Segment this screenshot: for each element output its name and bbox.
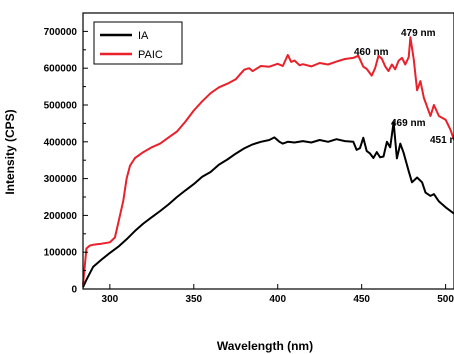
series-layer bbox=[82, 36, 454, 288]
annotation-479nm: 479 nm bbox=[401, 28, 436, 39]
legend-label-paic: PAIC bbox=[138, 49, 163, 61]
y-tick-label: 700000 bbox=[44, 27, 78, 38]
plot-frame bbox=[82, 12, 454, 290]
y-tick-label: 500000 bbox=[44, 101, 78, 112]
x-tick-label: 400 bbox=[269, 294, 286, 305]
x-tick-label: 450 bbox=[353, 294, 370, 305]
annotation-460nm: 460 nm bbox=[354, 47, 389, 58]
annotation-469nm: 469 nm bbox=[391, 118, 426, 129]
y-tick-label: 0 bbox=[71, 285, 77, 296]
series-line-ia bbox=[82, 121, 454, 288]
series-line-paic bbox=[82, 36, 454, 286]
y-tick-label: 300000 bbox=[44, 174, 78, 185]
x-tick-label: 300 bbox=[102, 294, 119, 305]
y-tick-label: 200000 bbox=[44, 211, 78, 222]
x-tick-label: 500 bbox=[437, 294, 454, 305]
legend-label-ia: IA bbox=[138, 30, 149, 42]
annotation-451nm: 451 nm bbox=[430, 135, 454, 146]
legend-box bbox=[93, 21, 183, 65]
x-tick-label: 350 bbox=[185, 294, 202, 305]
y-tick-label: 400000 bbox=[44, 137, 78, 148]
legend: IA PAIC bbox=[93, 21, 183, 65]
y-axis-title: Intensity (CPS) bbox=[3, 109, 17, 194]
x-axis-ticks: 300 350 400 450 500 bbox=[102, 284, 454, 305]
y-tick-label: 100000 bbox=[44, 248, 78, 259]
y-tick-label: 600000 bbox=[44, 64, 78, 75]
y-axis-ticks: 0 100000 200000 300000 400000 500000 600000 700… bbox=[44, 27, 88, 296]
x-axis-title: Wavelength (nm) bbox=[217, 339, 313, 353]
